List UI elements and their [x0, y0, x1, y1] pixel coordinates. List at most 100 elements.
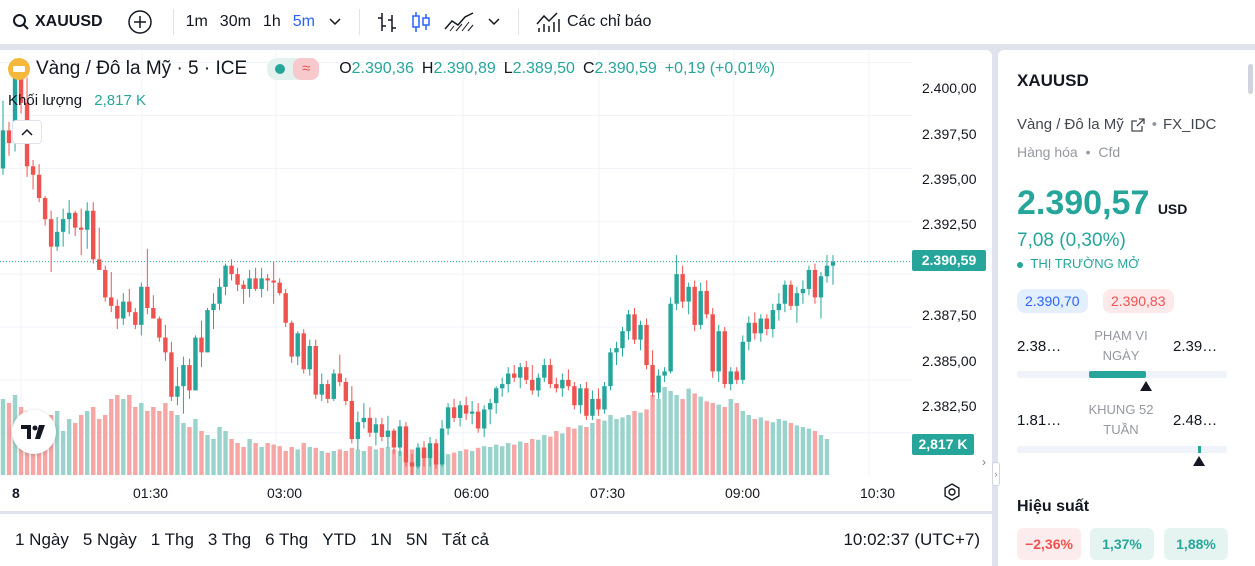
market-status-toggle[interactable]: ≈ [267, 58, 320, 80]
candle-body [433, 443, 439, 465]
price-axis[interactable]: 2.400,00 2.397,50 2.395,00 2.392,50 2.38… [912, 50, 992, 475]
candle-body [722, 331, 727, 385]
candle-body [716, 331, 721, 372]
candles-style-button[interactable] [404, 0, 438, 44]
range-5-year[interactable]: 5N [406, 530, 428, 549]
candle-body [704, 291, 709, 315]
time-label: 8 [12, 485, 20, 501]
volume-bar [349, 447, 355, 475]
candle [794, 286, 800, 323]
candle-body [361, 417, 367, 423]
candles-icon [412, 12, 430, 32]
candle [830, 255, 836, 285]
price-chart[interactable] [0, 50, 992, 511]
candle-body [163, 337, 168, 353]
bars-style-button[interactable] [370, 0, 404, 44]
candle [554, 377, 559, 393]
symbol-search-button[interactable]: XAUUSD [0, 0, 117, 44]
volume-value: 2,817 K [94, 92, 146, 109]
candle [524, 360, 529, 385]
candle-body [686, 286, 691, 302]
scroll-right-button[interactable]: › [982, 455, 986, 469]
candle [211, 293, 216, 330]
area-style-button[interactable] [438, 0, 480, 44]
candle [271, 261, 276, 304]
range-1-day[interactable]: 1 Ngày [15, 530, 69, 549]
current-volume-badge: 2,817 K [912, 434, 974, 455]
candle-body [235, 274, 240, 285]
range-all[interactable]: Tất cả [441, 530, 489, 549]
candle [698, 282, 703, 330]
candle [626, 310, 631, 340]
range-5-day[interactable]: 5 Ngày [82, 530, 137, 549]
candle [457, 400, 463, 427]
performance-1m[interactable]: 1,37% [1090, 528, 1154, 560]
price-tick: 2.400,00 [922, 80, 977, 96]
interval-5m[interactable]: 5m [287, 0, 321, 44]
day-range-marker [1139, 381, 1152, 391]
range-3-month[interactable]: 3 Thg [207, 530, 252, 549]
candle-body [590, 398, 595, 416]
volume-bar [229, 439, 234, 475]
chart-settings-button[interactable] [942, 482, 962, 502]
gold-symbol-icon[interactable] [8, 58, 30, 80]
volume-bar [223, 431, 228, 475]
week52-bar [1017, 446, 1227, 453]
interval-dropdown[interactable] [321, 0, 349, 44]
candle-body [620, 331, 625, 349]
volume-bar [385, 447, 391, 475]
week52-high: 2.48… [1173, 412, 1218, 429]
price-tick: 2.387,50 [922, 307, 977, 323]
volume-bar [758, 417, 764, 475]
time-axis[interactable]: 8 01:30 03:00 06:00 07:30 09:00 10:30 [0, 475, 992, 511]
candle [758, 314, 764, 342]
chart-pane[interactable]: Vàng / Đô la Mỹ · 5 · ICE ≈ O 2.390,36 H… [0, 50, 992, 511]
range-6-month[interactable]: 6 Thg [265, 530, 309, 549]
compare-add-button[interactable] [117, 0, 163, 44]
performance-3m[interactable]: 1,88% [1164, 528, 1228, 560]
tradingview-logo[interactable] [12, 410, 56, 454]
candle-body [692, 286, 697, 325]
candle [481, 405, 487, 437]
candle [590, 390, 595, 421]
side-symbol-name[interactable]: Vàng / Đô la Mỹ [1017, 116, 1124, 133]
volume-bar [331, 451, 337, 475]
collapse-legend-button[interactable] [12, 120, 42, 144]
performance-1w[interactable]: −2,36% [1017, 528, 1081, 560]
interval-30m[interactable]: 30m [214, 0, 257, 44]
legend-title[interactable]: Vàng / Đô la Mỹ · 5 · ICE [36, 58, 248, 79]
candle-body [30, 166, 36, 175]
candle [42, 195, 48, 226]
indicators-button[interactable]: Các chỉ báo [529, 0, 658, 44]
volume-bar [614, 419, 619, 475]
clock-timezone[interactable]: 10:02:37 (UTC+7) [843, 530, 980, 549]
toolbar-divider [517, 9, 519, 35]
side-change: 7,08 (0,30%) [1017, 230, 1126, 251]
side-scrollbar[interactable] [1248, 64, 1253, 94]
volume-bar [704, 401, 709, 475]
candle [379, 417, 385, 442]
candle-body [794, 293, 800, 306]
panel-collapse-handle[interactable]: › [992, 462, 1000, 486]
range-1-month[interactable]: 1 Thg [150, 530, 194, 549]
range-1-year[interactable]: 1N [370, 530, 392, 549]
volume-bar [391, 449, 397, 475]
candle-body [824, 265, 830, 277]
candle [692, 280, 697, 332]
candle-body [223, 265, 228, 287]
ohlc-high-label: H [421, 60, 434, 77]
range-ytd[interactable]: YTD [322, 530, 357, 549]
candle-body [6, 130, 12, 144]
candle [800, 280, 806, 304]
interval-1m[interactable]: 1m [184, 0, 214, 44]
external-link-icon[interactable] [1130, 117, 1146, 133]
candle-body [650, 365, 655, 393]
candle [109, 272, 114, 313]
interval-1h[interactable]: 1h [257, 0, 287, 44]
indicators-icon [536, 12, 560, 32]
chart-type-dropdown[interactable] [480, 0, 508, 44]
candle [139, 282, 144, 336]
time-label: 03:00 [267, 485, 303, 501]
volume-bar [530, 439, 535, 475]
volume-bar [620, 417, 625, 475]
